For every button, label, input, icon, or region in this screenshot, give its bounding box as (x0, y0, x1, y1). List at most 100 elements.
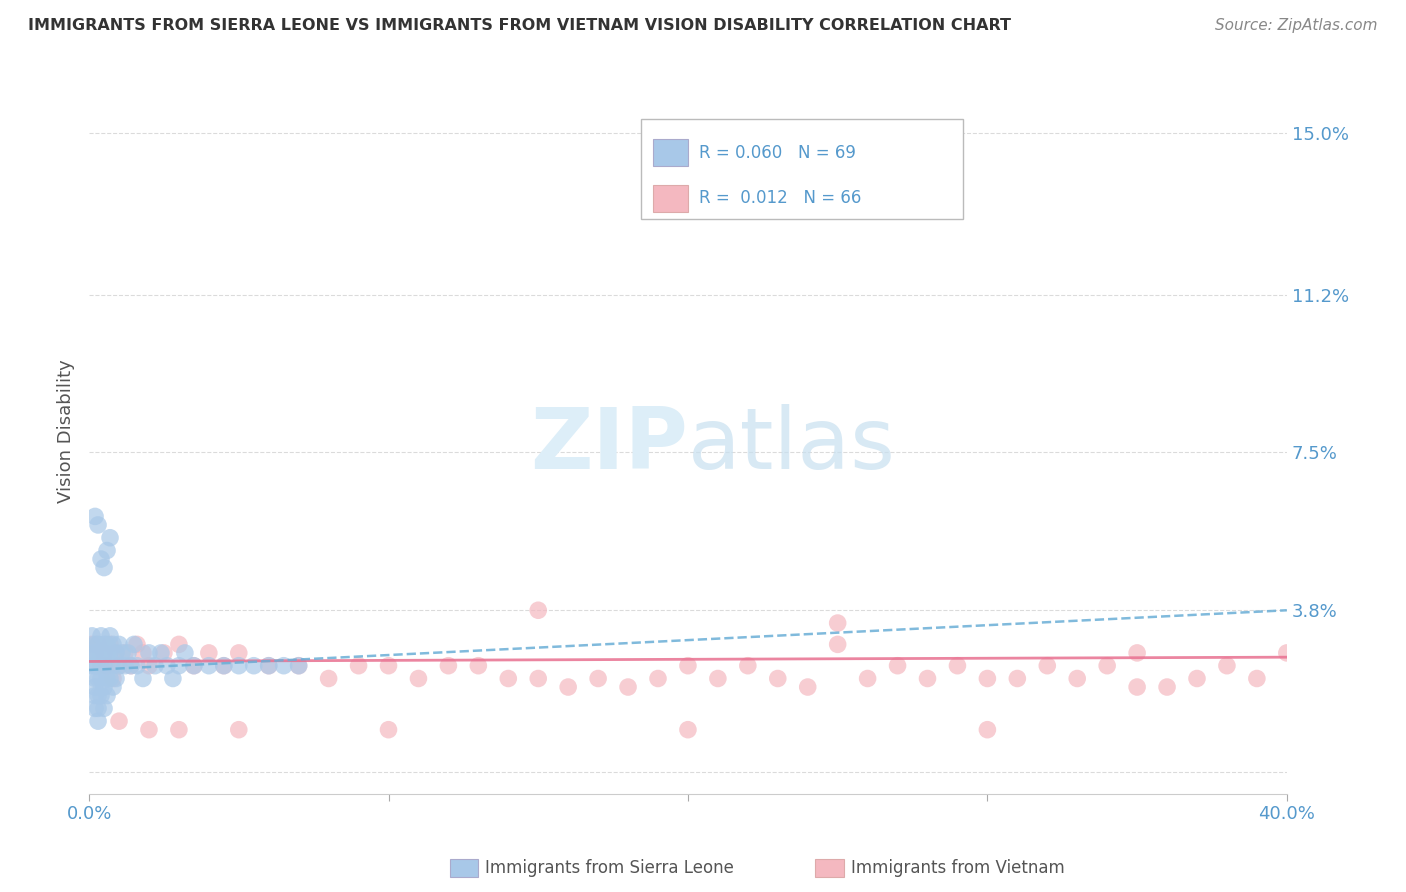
Point (242, 658, 264, 673)
Point (80, 629, 103, 643)
Point (125, 658, 148, 673)
Point (80, 646, 103, 660)
Point (114, 658, 136, 673)
Point (96, 646, 118, 660)
Point (827, 637, 849, 651)
Point (132, 672, 155, 686)
Point (108, 714, 131, 728)
Point (796, 680, 818, 694)
Text: IMMIGRANTS FROM SIERRA LEONE VS IMMIGRANTS FROM VIETNAM VISION DISABILITY CORREL: IMMIGRANTS FROM SIERRA LEONE VS IMMIGRAN… (28, 18, 1011, 33)
Point (98, 637, 121, 651)
Point (87, 637, 110, 651)
Point (437, 658, 460, 673)
Point (886, 658, 908, 673)
Point (96, 672, 118, 686)
Point (257, 658, 280, 673)
Point (527, 603, 550, 617)
Text: R = 0.060   N = 69: R = 0.060 N = 69 (699, 144, 856, 161)
Text: Immigrants from Sierra Leone: Immigrants from Sierra Leone (485, 859, 734, 877)
Point (318, 672, 340, 686)
Point (586, 672, 609, 686)
Point (108, 658, 131, 673)
Point (96, 543, 118, 558)
Point (976, 672, 998, 686)
Point (167, 637, 190, 651)
Point (87, 517, 110, 532)
Point (737, 658, 759, 673)
Point (1216, 658, 1239, 673)
Point (198, 658, 221, 673)
Point (273, 658, 295, 673)
Point (1095, 658, 1118, 673)
Point (228, 646, 250, 660)
Point (132, 646, 155, 660)
Point (1275, 646, 1298, 660)
Point (90, 658, 112, 673)
Point (287, 658, 309, 673)
Point (120, 658, 142, 673)
Point (198, 646, 221, 660)
Point (90, 658, 112, 673)
Point (707, 672, 730, 686)
Point (647, 672, 669, 686)
Point (93, 680, 115, 694)
Point (105, 672, 128, 686)
Point (105, 646, 128, 660)
Point (1007, 672, 1029, 686)
Point (377, 723, 399, 737)
Text: ZIP: ZIP (530, 404, 688, 487)
Point (93, 701, 115, 715)
Point (1246, 672, 1268, 686)
Point (93, 658, 115, 673)
Point (84, 646, 107, 660)
Point (84, 646, 107, 660)
Point (105, 646, 128, 660)
Point (827, 615, 849, 630)
Point (153, 646, 176, 660)
Point (167, 723, 190, 737)
Point (143, 658, 166, 673)
Point (228, 658, 250, 673)
Point (1066, 672, 1088, 686)
Point (90, 646, 112, 660)
Point (676, 658, 699, 673)
Point (228, 723, 250, 737)
Point (84, 672, 107, 686)
Text: Immigrants from Vietnam: Immigrants from Vietnam (851, 859, 1064, 877)
Point (84, 658, 107, 673)
Point (138, 646, 160, 660)
Point (101, 680, 124, 694)
Point (96, 637, 118, 651)
Point (467, 658, 489, 673)
Text: R =  0.012   N = 66: R = 0.012 N = 66 (699, 189, 862, 207)
Point (212, 658, 235, 673)
Point (1126, 646, 1149, 660)
Point (498, 672, 520, 686)
Point (87, 701, 110, 715)
Point (856, 672, 879, 686)
Point (1036, 658, 1059, 673)
Point (84, 637, 107, 651)
Point (87, 714, 110, 728)
Point (101, 637, 124, 651)
Point (377, 658, 399, 673)
Point (257, 658, 280, 673)
Point (80, 658, 103, 673)
Point (676, 723, 699, 737)
Point (347, 658, 370, 673)
Point (87, 637, 110, 651)
Point (98, 629, 121, 643)
Point (84, 689, 107, 703)
Point (917, 672, 939, 686)
Point (120, 658, 142, 673)
Point (90, 689, 112, 703)
Point (108, 637, 131, 651)
Point (183, 658, 205, 673)
Point (93, 637, 115, 651)
Point (138, 723, 160, 737)
Point (111, 646, 134, 660)
Point (93, 646, 115, 660)
Point (84, 701, 107, 715)
Point (557, 680, 579, 694)
Point (122, 637, 145, 651)
